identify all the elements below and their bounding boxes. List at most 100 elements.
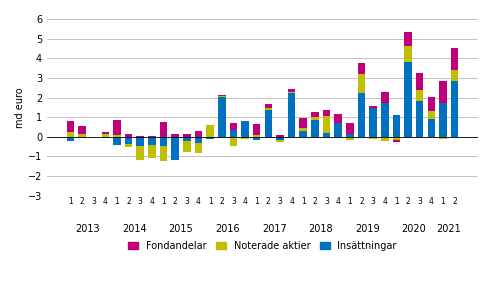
Bar	[207, 125, 214, 137]
Bar	[288, 92, 295, 93]
Bar	[78, 137, 86, 138]
Bar	[137, 146, 144, 160]
Text: 2018: 2018	[309, 223, 333, 233]
Legend: Fondandelar, Noterade aktier, Insättningar: Fondandelar, Noterade aktier, Insättning…	[124, 237, 401, 255]
Bar	[230, 123, 237, 130]
Bar	[346, 123, 353, 134]
Bar	[323, 110, 330, 116]
Bar	[358, 63, 365, 74]
Bar	[439, 81, 447, 103]
Bar	[451, 70, 458, 81]
Bar	[288, 89, 295, 92]
Bar	[241, 121, 249, 137]
Bar	[276, 140, 284, 142]
Bar	[183, 141, 191, 151]
Bar	[451, 48, 458, 70]
Text: 2019: 2019	[355, 223, 380, 233]
Bar	[265, 110, 272, 137]
Text: 2021: 2021	[436, 223, 461, 233]
Bar	[392, 137, 400, 140]
Bar	[67, 121, 74, 132]
Bar	[299, 118, 307, 128]
Bar	[311, 112, 318, 117]
Bar	[160, 122, 167, 137]
Bar	[125, 134, 133, 137]
Bar	[148, 145, 156, 159]
Text: 2013: 2013	[75, 223, 100, 233]
Bar	[265, 104, 272, 108]
Bar	[78, 134, 86, 137]
Bar	[427, 97, 435, 111]
Bar	[253, 137, 260, 140]
Bar	[265, 108, 272, 110]
Text: 2015: 2015	[169, 223, 193, 233]
Bar	[160, 137, 167, 146]
Text: 2020: 2020	[401, 223, 426, 233]
Bar	[102, 137, 109, 138]
Bar	[346, 137, 353, 140]
Bar	[381, 92, 388, 103]
Bar	[358, 93, 365, 137]
Bar	[416, 90, 423, 102]
Bar	[439, 103, 447, 137]
Bar	[346, 134, 353, 137]
Bar	[323, 133, 330, 137]
Bar	[427, 111, 435, 119]
Bar	[439, 137, 447, 139]
Bar	[288, 93, 295, 137]
Bar	[183, 134, 191, 137]
Bar	[148, 136, 156, 137]
Bar	[334, 123, 342, 137]
Bar	[369, 137, 377, 139]
Bar	[299, 128, 307, 131]
Bar	[358, 74, 365, 93]
Bar	[381, 137, 388, 141]
Bar	[113, 120, 121, 135]
Bar	[253, 135, 260, 137]
Bar	[78, 126, 86, 134]
Bar	[230, 130, 237, 137]
Bar	[113, 135, 121, 137]
Bar	[160, 146, 167, 161]
Bar	[276, 137, 284, 140]
Bar	[102, 132, 109, 134]
Bar	[392, 140, 400, 142]
Bar	[195, 137, 202, 143]
Bar	[241, 137, 249, 139]
Bar	[172, 137, 179, 160]
Y-axis label: md euro: md euro	[15, 87, 25, 128]
Bar	[404, 32, 412, 46]
Bar	[207, 137, 214, 139]
Bar	[334, 114, 342, 123]
Bar	[276, 135, 284, 137]
Bar	[67, 132, 74, 137]
Bar	[230, 137, 237, 146]
Bar	[137, 137, 144, 146]
Bar	[113, 137, 121, 145]
Bar	[299, 131, 307, 137]
Text: 2014: 2014	[122, 223, 147, 233]
Bar	[416, 73, 423, 90]
Bar	[148, 137, 156, 145]
Bar	[427, 119, 435, 137]
Bar	[311, 117, 318, 120]
Text: 2017: 2017	[262, 223, 286, 233]
Bar	[218, 97, 225, 137]
Bar	[195, 143, 202, 152]
Bar	[404, 62, 412, 137]
Bar	[137, 136, 144, 137]
Bar	[125, 144, 133, 147]
Bar	[381, 103, 388, 137]
Bar	[369, 106, 377, 108]
Bar	[183, 137, 191, 141]
Bar	[311, 120, 318, 137]
Bar	[392, 115, 400, 137]
Bar	[67, 137, 74, 141]
Bar	[195, 131, 202, 137]
Bar	[253, 124, 260, 135]
Bar	[218, 95, 225, 97]
Bar	[451, 81, 458, 137]
Bar	[416, 102, 423, 137]
Bar	[323, 116, 330, 133]
Bar	[125, 137, 133, 144]
